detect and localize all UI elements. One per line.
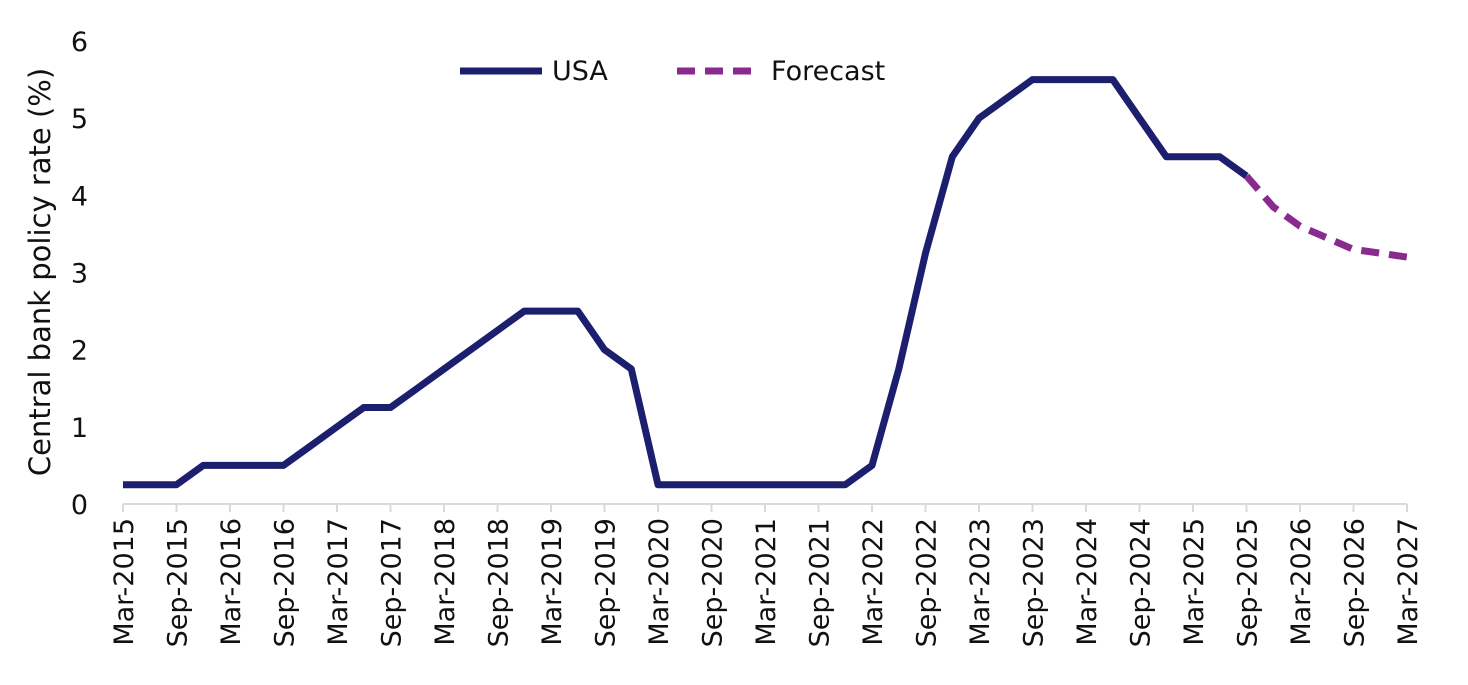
y-tick-label: 5	[71, 104, 88, 135]
y-tick-label: 1	[71, 413, 88, 444]
x-tick-label: Mar-2027	[1393, 518, 1424, 646]
x-tick-label: Sep-2022	[912, 518, 943, 647]
x-tick-label: Sep-2019	[591, 518, 622, 647]
x-tick-label: Sep-2025	[1233, 518, 1264, 647]
x-tick-label: Sep-2026	[1340, 518, 1371, 647]
x-tick-label: Sep-2024	[1126, 518, 1157, 647]
series-line-forecast	[1243, 173, 1408, 261]
x-tick-label: Mar-2026	[1286, 518, 1317, 646]
x-tick-label: Sep-2023	[1019, 518, 1050, 647]
y-tick-label: 6	[71, 27, 88, 58]
series-layer	[123, 76, 1408, 489]
x-tick-label: Mar-2020	[644, 518, 675, 646]
legend-label-usa: USA	[552, 56, 608, 87]
x-tick-label: Mar-2024	[1072, 518, 1103, 646]
x-tick-label: Sep-2016	[270, 518, 301, 647]
y-tick-label: 2	[71, 336, 88, 367]
legend-label-forecast: Forecast	[771, 56, 885, 87]
x-tick-label: Mar-2023	[965, 518, 996, 646]
legend-item-usa: USA	[460, 56, 608, 87]
y-tick-label: 3	[71, 259, 88, 290]
x-tick-label: Sep-2018	[484, 518, 515, 647]
x-tick-label: Mar-2021	[751, 518, 782, 646]
y-axis-title: Central bank policy rate (%)	[23, 68, 57, 476]
series-line-usa	[123, 76, 1249, 489]
x-tick-label: Mar-2022	[858, 518, 889, 646]
x-tick-label: Mar-2019	[537, 518, 568, 646]
x-tick-label: Mar-2018	[430, 518, 461, 646]
x-tick-label: Sep-2017	[377, 518, 408, 647]
x-tick-label: Sep-2015	[163, 518, 194, 647]
x-tick-label: Mar-2025	[1179, 518, 1210, 646]
x-tick-label: Mar-2016	[216, 518, 247, 646]
legend-item-forecast: Forecast	[677, 56, 885, 87]
x-tick-label: Mar-2015	[109, 518, 140, 646]
x-tick-label: Sep-2021	[805, 518, 836, 647]
y-tick-labels: 0 1 2 3 4 5 6	[71, 27, 88, 521]
x-tick-label: Sep-2020	[698, 518, 729, 647]
x-tick-labels: Mar-2015 Sep-2015 Mar-2016 Sep-2016 Mar-2017…	[109, 504, 1424, 647]
x-tick-label: Mar-2017	[323, 518, 354, 646]
y-tick-label: 4	[71, 181, 88, 212]
legend: USA Forecast	[460, 56, 885, 87]
y-tick-label: 0	[71, 490, 88, 521]
